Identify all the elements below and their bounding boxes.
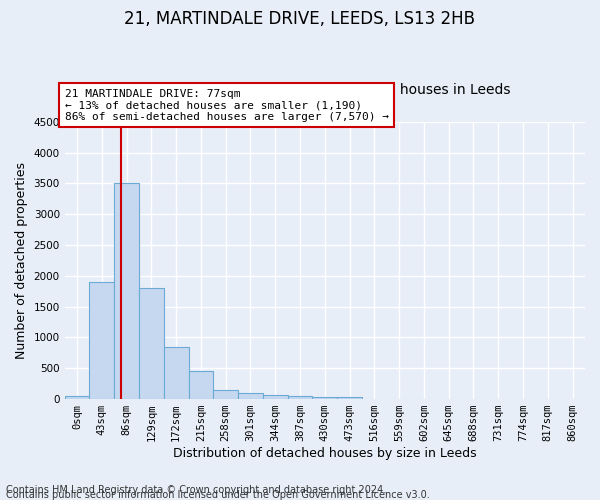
X-axis label: Distribution of detached houses by size in Leeds: Distribution of detached houses by size … — [173, 447, 476, 460]
Bar — [139, 288, 164, 399]
Bar — [89, 282, 114, 399]
Text: 21, MARTINDALE DRIVE, LEEDS, LS13 2HB: 21, MARTINDALE DRIVE, LEEDS, LS13 2HB — [125, 10, 476, 28]
Bar — [263, 395, 287, 399]
Bar — [214, 390, 238, 399]
Bar — [287, 396, 313, 399]
Text: Contains HM Land Registry data © Crown copyright and database right 2024.: Contains HM Land Registry data © Crown c… — [6, 485, 386, 495]
Text: Contains public sector information licensed under the Open Government Licence v3: Contains public sector information licen… — [6, 490, 430, 500]
Bar — [188, 372, 214, 399]
Title: Size of property relative to detached houses in Leeds: Size of property relative to detached ho… — [140, 83, 510, 97]
Bar — [164, 346, 188, 399]
Bar — [238, 393, 263, 399]
Text: 21 MARTINDALE DRIVE: 77sqm
← 13% of detached houses are smaller (1,190)
86% of s: 21 MARTINDALE DRIVE: 77sqm ← 13% of deta… — [65, 88, 389, 122]
Bar — [313, 396, 337, 399]
Y-axis label: Number of detached properties: Number of detached properties — [15, 162, 28, 359]
Bar — [337, 396, 362, 399]
Bar — [114, 184, 139, 399]
Bar — [65, 396, 89, 399]
